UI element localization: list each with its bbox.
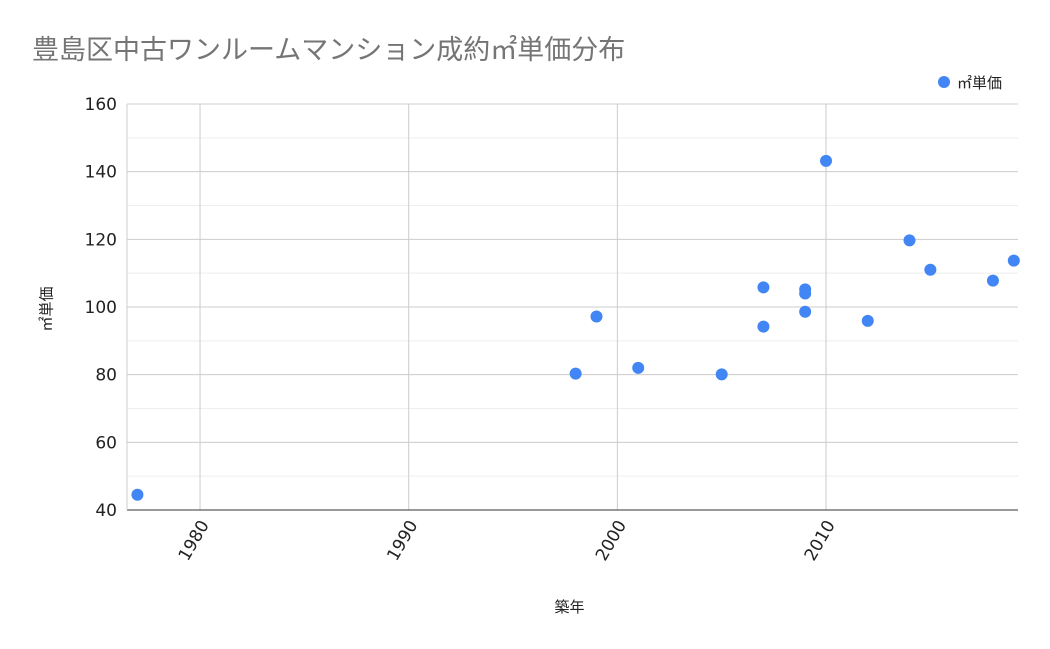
data-point — [1007, 254, 1020, 267]
data-point — [799, 287, 812, 300]
axis-ticks: 40 60 80 100 120 140 160 1980 1990 2000 2010 — [85, 95, 840, 564]
legend-marker — [938, 76, 950, 88]
data-point — [715, 368, 728, 381]
data-point — [757, 320, 770, 333]
data-point — [590, 310, 603, 323]
data-point — [632, 361, 645, 374]
y-tick-label: 60 — [95, 433, 117, 453]
y-axis-title: ㎡単価 — [38, 286, 56, 331]
y-tick-label: 140 — [85, 163, 117, 183]
data-point — [924, 263, 937, 276]
x-tick-label: 2000 — [592, 517, 631, 564]
data-point — [861, 314, 874, 327]
data-point — [757, 281, 770, 294]
legend: ㎡単価 — [938, 74, 1002, 92]
x-axis-title: 築年 — [554, 598, 584, 616]
y-tick-label: 40 — [95, 501, 117, 521]
x-tick-label: 2010 — [801, 517, 840, 564]
data-point — [820, 154, 833, 167]
legend-label: ㎡単価 — [957, 74, 1002, 92]
data-point — [903, 234, 916, 247]
data-point — [799, 305, 812, 318]
grid — [126, 103, 1018, 511]
y-tick-label: 160 — [85, 95, 117, 115]
data-point — [569, 367, 582, 380]
chart-title: 豊島区中古ワンルームマンション成約㎡単価分布 — [32, 35, 626, 66]
y-tick-label: 100 — [85, 298, 117, 318]
x-tick-label: 1980 — [175, 517, 214, 564]
data-point — [986, 274, 999, 287]
y-tick-label: 80 — [95, 366, 117, 386]
data-points — [131, 154, 1020, 501]
data-point — [131, 488, 144, 501]
y-tick-label: 120 — [85, 230, 117, 250]
x-tick-label: 1990 — [383, 517, 422, 564]
